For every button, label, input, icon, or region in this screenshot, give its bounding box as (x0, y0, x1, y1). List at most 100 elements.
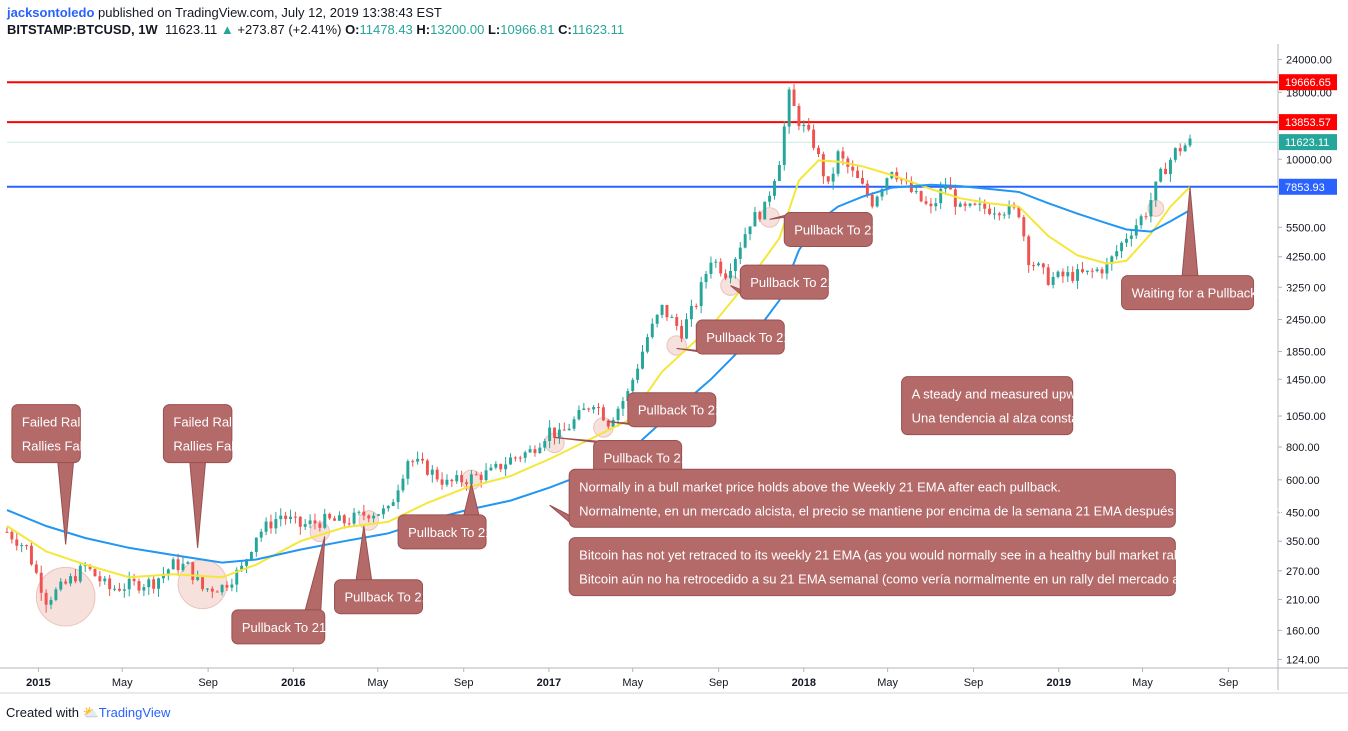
callout-text: Pullback To 21 EMA (242, 620, 358, 635)
low-value: 10966.81 (500, 22, 555, 37)
candle-body (944, 184, 948, 189)
candle-body (900, 179, 904, 181)
ema21-line (6, 159, 1191, 579)
candle-body (1183, 145, 1187, 152)
candle-body (161, 573, 165, 579)
candle-body (768, 195, 772, 202)
symbol-label[interactable]: BITSTAMP:BTCUSD, 1W (7, 22, 158, 37)
candle-body (895, 172, 899, 180)
y-tick-label: 3250.00 (1286, 282, 1326, 294)
candle-body (1100, 269, 1104, 274)
callout-box (162, 404, 233, 464)
candle-body (303, 524, 307, 527)
candle-body (117, 588, 121, 591)
callout-box (334, 579, 424, 615)
candle-body (509, 457, 512, 465)
candle-body (440, 479, 444, 485)
candle-body (777, 164, 781, 181)
candle-body (562, 429, 566, 431)
close-value: 11623.11 (571, 22, 625, 37)
candle-body (953, 189, 957, 207)
x-tick-label: Sep (198, 677, 218, 689)
callout-text: Normally in a bull market price holds ab… (579, 479, 1061, 494)
candle-body (406, 461, 410, 479)
candle-body (333, 518, 336, 521)
candle-body (826, 176, 830, 182)
candle-body (557, 429, 561, 438)
author-link[interactable]: jacksontoledo (7, 5, 95, 20)
candle-body (479, 474, 483, 481)
x-tick-label: Sep (454, 677, 474, 689)
candle-body (49, 599, 53, 605)
candle-body (83, 565, 87, 567)
candle-body (729, 270, 732, 279)
candle-body (401, 478, 405, 491)
candle-body (132, 578, 136, 582)
callout-box (231, 609, 326, 645)
candle-body (685, 319, 688, 339)
candle-body (724, 273, 728, 279)
candle-body (474, 474, 478, 476)
publish-line: jacksontoledo published on TradingView.c… (7, 4, 624, 21)
candle-body (645, 337, 649, 352)
candle-body (988, 208, 992, 215)
candle-body (680, 325, 684, 339)
tradingview-logo-icon[interactable]: ⛅ (82, 705, 99, 720)
candle-body (606, 420, 610, 427)
candle-body (870, 194, 874, 207)
candle-body (313, 520, 317, 524)
callout-text: Bitcoin has not yet retraced to its week… (579, 548, 1194, 563)
candle-body (445, 479, 449, 485)
candle-body (391, 502, 395, 506)
footer: Created with ⛅TradingView (6, 705, 170, 721)
y-tick-label: 1450.00 (1286, 374, 1326, 386)
candle-body (367, 515, 371, 519)
candle-body (494, 463, 498, 468)
candle-body (147, 579, 151, 588)
candle-body (34, 564, 38, 573)
callout-text: Waiting for a Pullback To 21 EMA (1132, 286, 1325, 301)
callout-text: Failed Rallies (173, 415, 252, 430)
candle-body (152, 579, 156, 589)
tradingview-link[interactable]: TradingView (98, 705, 171, 720)
chart-header: jacksontoledo published on TradingView.c… (7, 4, 624, 38)
candle-body (689, 305, 693, 320)
candle-body (856, 170, 860, 178)
candle-body (758, 212, 762, 220)
callout-text: Pullback To 21 EMA (345, 590, 461, 605)
candle-body (934, 203, 938, 207)
candle-body (377, 514, 380, 516)
callout-box (568, 468, 1176, 528)
candle-body (738, 247, 742, 259)
open-value: 11478.43 (359, 22, 413, 37)
candle-body (171, 559, 175, 570)
candle-body (538, 447, 542, 454)
y-tick-label: 600.00 (1286, 475, 1320, 487)
candle-body (1032, 265, 1036, 267)
candle-body (318, 523, 322, 528)
callout-box (739, 264, 829, 300)
x-tick-label: Sep (1219, 677, 1239, 689)
price-chart[interactable]: 24000.0018000.0014000.0010000.005500.004… (0, 0, 1348, 700)
candle-body (29, 545, 33, 565)
candle-body (611, 419, 615, 427)
candle-body (875, 196, 879, 207)
candle-body (201, 577, 205, 590)
candle-body (196, 577, 200, 580)
candle-body (430, 469, 434, 475)
candle-body (269, 521, 273, 529)
callout-text: Failed Rallies (22, 415, 101, 430)
ema55-line (6, 183, 1191, 564)
candle-body (293, 516, 297, 518)
candle-body (831, 173, 835, 182)
candle-body (1129, 235, 1133, 239)
candle-body (572, 419, 576, 429)
candle-body (812, 129, 816, 148)
ohlc-line: BITSTAMP:BTCUSD, 1W 11623.11 ▲ +273.87 (… (7, 21, 624, 38)
candle-body (1124, 238, 1128, 243)
candle-body (469, 474, 473, 485)
x-tick-label: May (112, 677, 133, 689)
candle-body (1036, 263, 1040, 266)
y-tick-label: 2450.00 (1286, 314, 1326, 326)
callout-box (783, 211, 873, 247)
